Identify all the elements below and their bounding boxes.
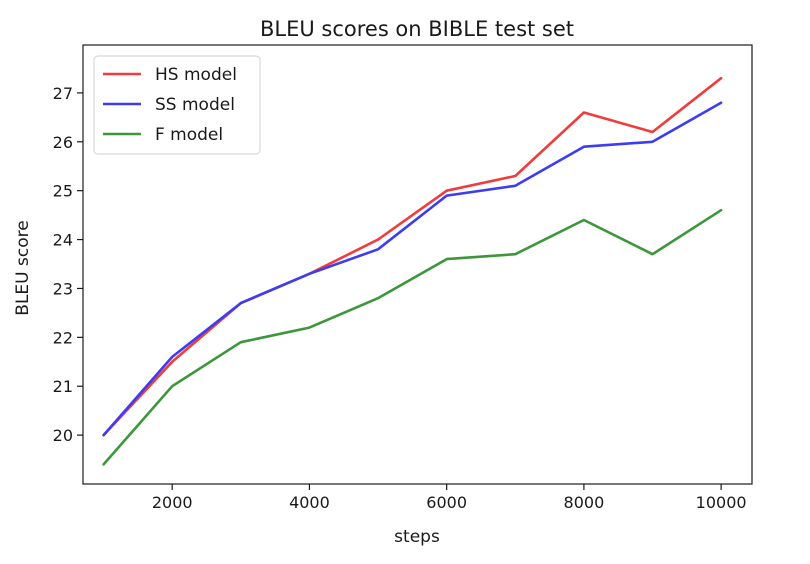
legend: HS model SS model F model <box>93 55 261 155</box>
y-tick-label: 24 <box>53 231 73 250</box>
x-tick-label: 6000 <box>426 493 467 512</box>
legend-label-2: F model <box>155 125 223 145</box>
x-tick-label: 4000 <box>289 493 330 512</box>
y-tick-label: 26 <box>53 133 73 152</box>
legend-label-1: SS model <box>155 95 235 115</box>
x-tick-label: 8000 <box>564 493 605 512</box>
x-tick-label: 10000 <box>696 493 747 512</box>
x-tick-label: 2000 <box>152 493 193 512</box>
y-tick-label: 25 <box>53 182 73 201</box>
axes-frame <box>82 44 753 485</box>
chart-title: BLEU scores on BIBLE test set <box>260 17 574 41</box>
series-layer <box>102 76 723 466</box>
series-line-1 <box>102 101 723 437</box>
legend-label-0: HS model <box>155 65 237 85</box>
axis-layer: 2000 4000 6000 8000 10000 20 21 22 23 24 25 26 27 <box>53 44 753 512</box>
y-tick-label: 22 <box>53 328 73 347</box>
y-tick-label: 21 <box>53 377 73 396</box>
legend-box <box>93 55 261 155</box>
y-tick-label: 20 <box>53 426 73 445</box>
y-tick-label: 27 <box>53 84 73 103</box>
series-line-0 <box>102 76 723 437</box>
series-line-2 <box>102 208 723 466</box>
y-tick-label: 23 <box>53 279 73 298</box>
y-axis-label: BLEU score <box>13 220 33 315</box>
x-axis-label: steps <box>394 527 440 547</box>
